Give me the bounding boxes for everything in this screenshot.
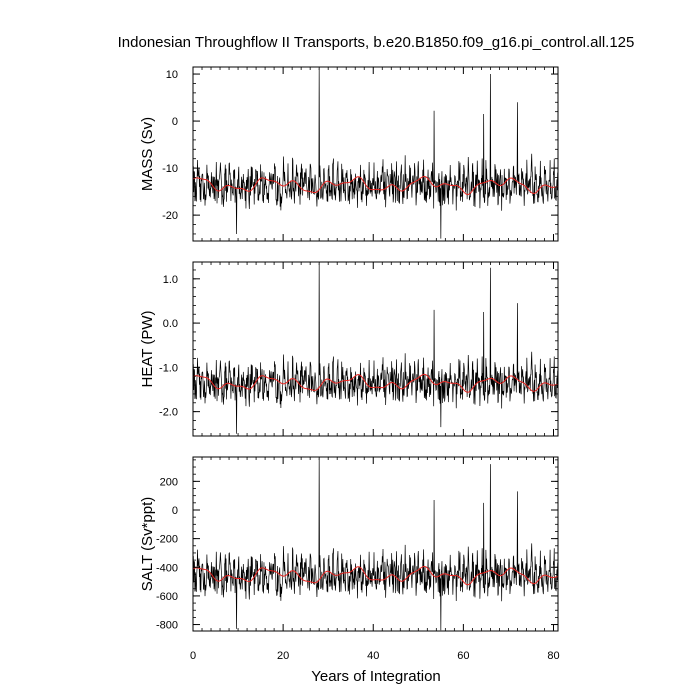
smoothed-line-mass: [193, 175, 558, 195]
panel-mass: 10 0 -10 -20 MASS (Sv): [139, 66, 559, 242]
y-tick-label: -200: [156, 534, 178, 546]
y-tick-label: 0: [172, 116, 178, 128]
x-axis: 0 20 40 60 80: [190, 650, 560, 662]
x-tick-label: 0: [190, 650, 196, 662]
y-tick-label: 200: [160, 476, 178, 488]
y-tick-label: -2.0: [159, 407, 178, 419]
smoothed-line-salt: [193, 565, 558, 586]
y-axis-label-mass: MASS (Sv): [139, 117, 156, 191]
x-tick-label: 20: [277, 650, 289, 662]
y-tick-label: 10: [166, 69, 178, 81]
panel-salt: 200 0 -200 -400 -600 -800 SALT (Sv*ppt): [139, 456, 559, 632]
y-tick-label: 0.0: [163, 318, 178, 330]
series-line-mass: [193, 68, 558, 239]
plot-frame-heat: [192, 261, 559, 437]
x-tick-label: 40: [367, 650, 379, 662]
y-tick-label: -600: [156, 591, 178, 603]
y-tick-label: -20: [162, 210, 178, 222]
smoothed-line-heat: [193, 373, 558, 393]
y-axis-label-heat: HEAT (PW): [139, 311, 156, 388]
y-tick-label: 0: [172, 505, 178, 517]
y-tick-label: 1.0: [163, 274, 178, 286]
x-tick-label: 80: [547, 650, 559, 662]
y-tick-label: -10: [162, 163, 178, 175]
plot-frame-salt: [192, 456, 559, 632]
panel-heat: 1.0 0.0 -1.0 -2.0 HEAT (PW): [139, 261, 559, 437]
x-tick-label: 60: [457, 650, 469, 662]
chart-title: Indonesian Throughflow II Transports, b.…: [118, 34, 635, 51]
x-axis-label: Years of Integration: [311, 668, 441, 685]
series-line-heat: [193, 263, 558, 434]
y-tick-label: -1.0: [159, 362, 178, 374]
y-axis-label-salt: SALT (Sv*ppt): [139, 497, 156, 591]
y-tick-label: -800: [156, 620, 178, 632]
plot-frame-mass: [192, 66, 559, 242]
series-line-salt: [193, 458, 558, 631]
y-tick-label: -400: [156, 562, 178, 574]
